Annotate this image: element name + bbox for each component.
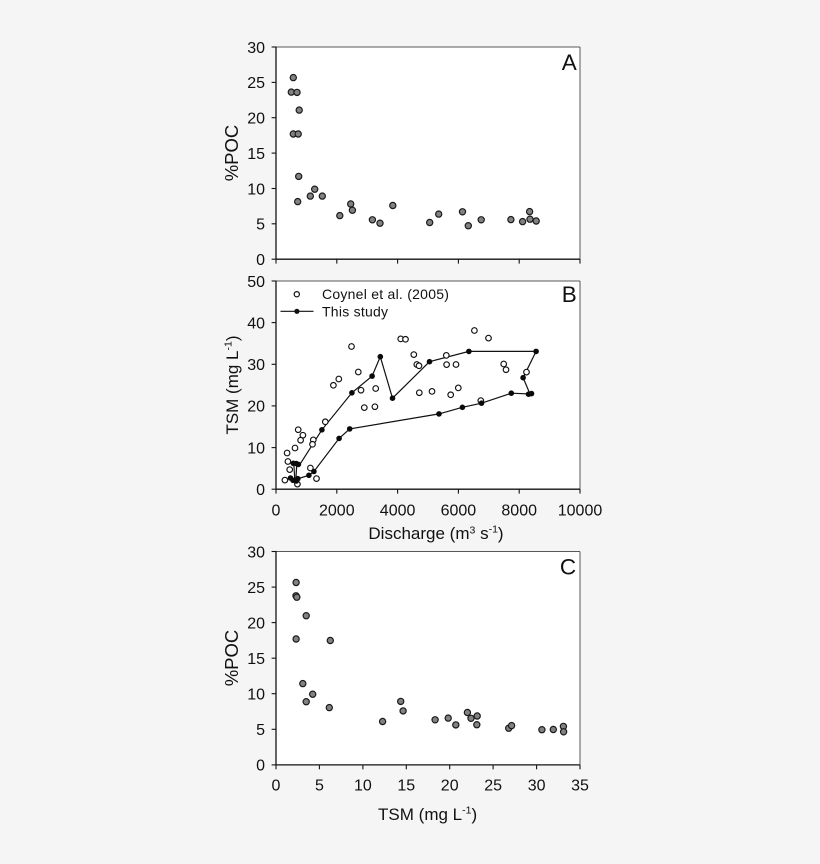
svg-text:5: 5 — [315, 778, 324, 795]
svg-text:25: 25 — [247, 75, 265, 92]
svg-text:30: 30 — [247, 357, 265, 374]
svg-text:0: 0 — [256, 482, 265, 499]
svg-text:30: 30 — [528, 778, 546, 795]
svg-text:10: 10 — [247, 440, 265, 457]
svg-text:Coynel et al. (2005): Coynel et al. (2005) — [322, 286, 449, 302]
svg-text:0: 0 — [272, 778, 281, 795]
svg-text:TSM (mg L-1): TSM (mg L-1) — [378, 805, 477, 825]
svg-text:2000: 2000 — [319, 502, 355, 519]
svg-text:0: 0 — [256, 758, 265, 775]
svg-text:15: 15 — [247, 651, 265, 668]
svg-text:4000: 4000 — [380, 502, 416, 519]
svg-text:15: 15 — [247, 146, 265, 163]
svg-text:20: 20 — [247, 615, 265, 632]
svg-text:20: 20 — [247, 399, 265, 416]
svg-text:20: 20 — [247, 111, 265, 128]
svg-text:10: 10 — [354, 778, 372, 795]
svg-text:B: B — [562, 282, 577, 307]
svg-text:25: 25 — [247, 580, 265, 597]
svg-text:8000: 8000 — [501, 502, 537, 519]
svg-text:20: 20 — [441, 778, 459, 795]
svg-text:0: 0 — [256, 252, 265, 269]
svg-text:TSM (mg L-1): TSM (mg L-1) — [223, 335, 243, 434]
svg-text:15: 15 — [397, 778, 415, 795]
svg-text:50: 50 — [247, 274, 265, 291]
svg-text:10000: 10000 — [558, 502, 603, 519]
svg-text:5: 5 — [256, 722, 265, 739]
svg-text:10: 10 — [247, 181, 265, 198]
svg-text:0: 0 — [272, 502, 281, 519]
svg-text:A: A — [562, 50, 577, 75]
svg-text:%POC: %POC — [221, 630, 242, 687]
svg-text:40: 40 — [247, 315, 265, 332]
svg-text:This study: This study — [322, 304, 388, 320]
svg-text:30: 30 — [247, 40, 265, 57]
svg-text:%POC: %POC — [221, 125, 242, 182]
svg-text:Discharge (m3 s-1): Discharge (m3 s-1) — [368, 524, 503, 544]
svg-text:30: 30 — [247, 544, 265, 561]
svg-text:6000: 6000 — [441, 502, 477, 519]
svg-text:5: 5 — [256, 217, 265, 234]
svg-text:C: C — [560, 555, 576, 580]
svg-text:25: 25 — [484, 778, 502, 795]
svg-text:35: 35 — [571, 778, 589, 795]
svg-text:10: 10 — [247, 687, 265, 704]
